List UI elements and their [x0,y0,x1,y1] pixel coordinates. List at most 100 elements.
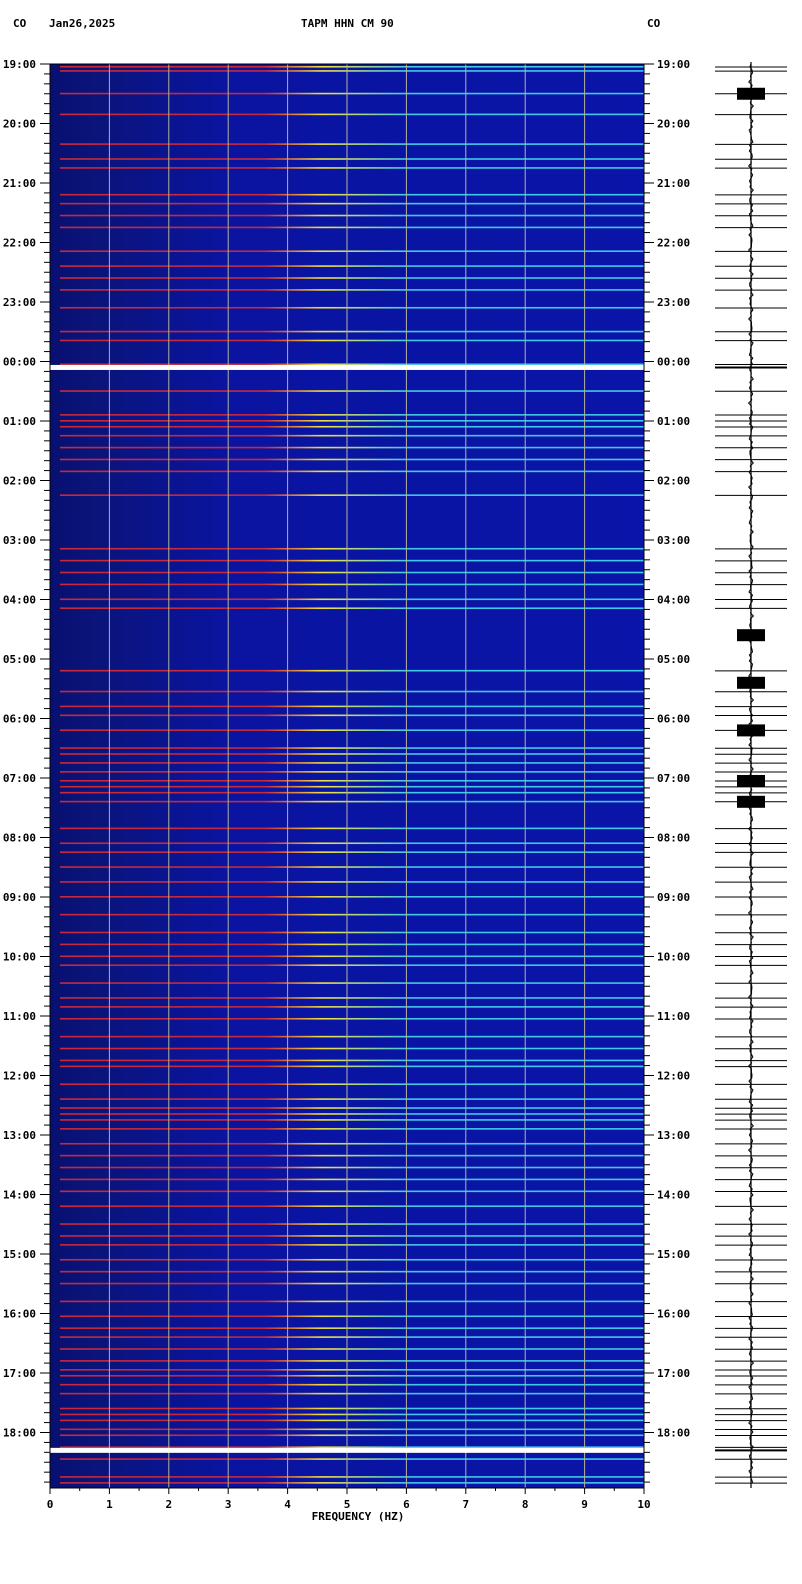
event-line [60,167,644,169]
event-line [60,896,644,898]
event-line [60,964,644,967]
x-axis-label: FREQUENCY (HZ) [312,1510,405,1523]
event-line [60,785,644,788]
event-line [60,1017,644,1020]
event-line [60,1113,644,1115]
event-line [60,1205,644,1207]
event-line [60,214,644,217]
y-tick-label-left: 22:00 [3,237,36,250]
event-line [60,363,644,366]
x-tick-label: 10 [637,1498,650,1511]
y-tick-label-left: 16:00 [3,1308,36,1321]
x-tick-label: 2 [165,1498,172,1511]
event-line [60,1035,644,1038]
y-tick-label-left: 09:00 [3,891,36,904]
event-line [60,800,644,803]
y-tick-label-right: 12:00 [657,1070,690,1083]
y-tick-label-left: 21:00 [3,177,36,190]
event-line [60,92,644,95]
event-line [60,1327,644,1329]
event-line [60,425,644,428]
x-tick-label: 5 [344,1498,351,1511]
event-line [60,1107,644,1109]
event-line [60,1434,644,1437]
seismogram-event [737,774,765,787]
event-line [60,1083,644,1086]
y-tick-label-left: 15:00 [3,1248,36,1261]
y-tick-label-left: 08:00 [3,832,36,845]
event-line [60,65,644,68]
event-line [60,420,644,422]
event-line [60,1065,644,1068]
event-line [60,1348,644,1350]
y-tick-label-right: 13:00 [657,1129,690,1142]
y-tick-label-right: 08:00 [657,832,690,845]
y-tick-label-left: 06:00 [3,713,36,726]
grid-lines [108,64,586,1488]
y-tick-label-right: 21:00 [657,177,690,190]
x-tick-label: 8 [522,1498,529,1511]
x-tick-label: 0 [47,1498,54,1511]
event-line [60,1300,644,1303]
event-line [60,458,644,461]
event-line [60,1360,644,1362]
event-line [60,1258,644,1261]
x-tick-label: 6 [403,1498,410,1511]
event-line [60,714,644,717]
y-tick-label-right: 02:00 [657,475,690,488]
seismogram-trace [715,62,787,1488]
y-tick-label-left: 11:00 [3,1010,36,1023]
y-tick-label-left: 07:00 [3,772,36,785]
y-tick-label-right: 09:00 [657,891,690,904]
event-line [60,1374,644,1377]
event-line [60,306,644,309]
bright-bands [50,364,644,1453]
event-line [60,913,644,916]
event-line [60,1119,644,1121]
event-line [60,583,644,586]
event-line [60,1482,644,1484]
y-tick-label-right: 01:00 [657,415,690,428]
event-line [60,779,644,782]
y-tick-label-left: 19:00 [3,58,36,71]
event-line [60,1235,644,1237]
event-line [60,1166,644,1169]
event-line [60,113,644,116]
x-tick-label: 3 [225,1498,232,1511]
event-line [60,931,644,934]
event-line [60,1059,644,1062]
bright-band [50,364,644,370]
event-line [60,690,644,693]
x-tick-label: 9 [581,1498,588,1511]
y-tick-label-right: 19:00 [657,58,690,71]
event-line [60,470,644,473]
event-line [60,1407,644,1410]
y-tick-label-right: 23:00 [657,296,690,309]
event-line [60,1446,644,1448]
event-line [60,1270,644,1273]
y-tick-label-right: 15:00 [657,1248,690,1261]
event-line [60,571,644,574]
event-line [60,250,644,253]
event-line [60,729,644,731]
event-line [60,1190,644,1193]
event-line [60,669,644,672]
event-line [60,827,644,830]
y-tick-label-left: 23:00 [3,296,36,309]
y-tick-label-right: 06:00 [657,713,690,726]
y-tick-label-right: 22:00 [657,237,690,250]
event-line [60,434,644,437]
event-line [60,1383,644,1386]
y-tick-label-left: 12:00 [3,1070,36,1083]
event-line [60,1244,644,1246]
header-date: Jan26,2025 [49,17,116,30]
event-line [60,143,644,145]
event-line [60,1223,644,1225]
x-tick-label: 4 [284,1498,291,1511]
y-tick-label-left: 13:00 [3,1129,36,1142]
event-line [60,842,644,845]
y-axis-left: 19:00 20:00 21:00 22:00 23:00 00:00 01:00 02:00… [3,58,50,1483]
y-tick-label-left: 14:00 [3,1189,36,1202]
y-axis-right: 19:00 20:00 21:00 22:00 23:00 00:00 01:00 02:00… [644,58,690,1483]
